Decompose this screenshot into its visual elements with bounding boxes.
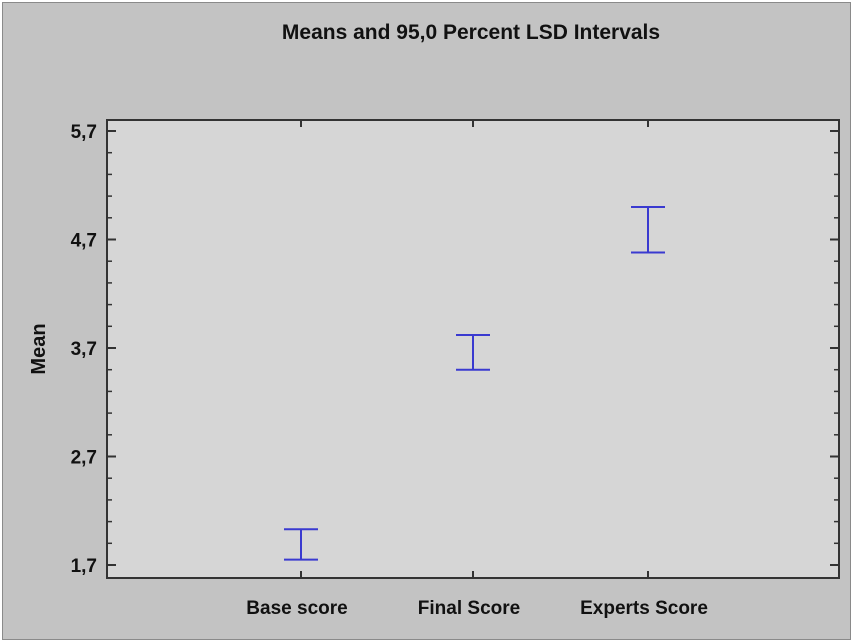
y-tick-label: 1,7 bbox=[71, 556, 97, 577]
y-tick-label: 5,7 bbox=[71, 122, 97, 143]
x-category-label: Final Score bbox=[418, 598, 520, 619]
y-tick-label: 3,7 bbox=[71, 339, 97, 360]
y-tick-label: 4,7 bbox=[71, 231, 97, 252]
y-axis-ticks: 1,7 2,7 3,7 4,7 5,7 Base score Final Score Expe… bbox=[71, 120, 839, 619]
interval-marks bbox=[284, 205, 665, 561]
y-tick-label: 2,7 bbox=[71, 448, 97, 469]
chart-canvas: Means and 95,0 Percent LSD Intervals 1,7… bbox=[28, 21, 840, 619]
chart-title: Means and 95,0 Percent LSD Intervals bbox=[282, 21, 660, 44]
x-category-label: Base score bbox=[246, 598, 347, 619]
y-axis-label: Mean bbox=[28, 323, 50, 374]
x-category-label: Experts Score bbox=[580, 598, 708, 619]
